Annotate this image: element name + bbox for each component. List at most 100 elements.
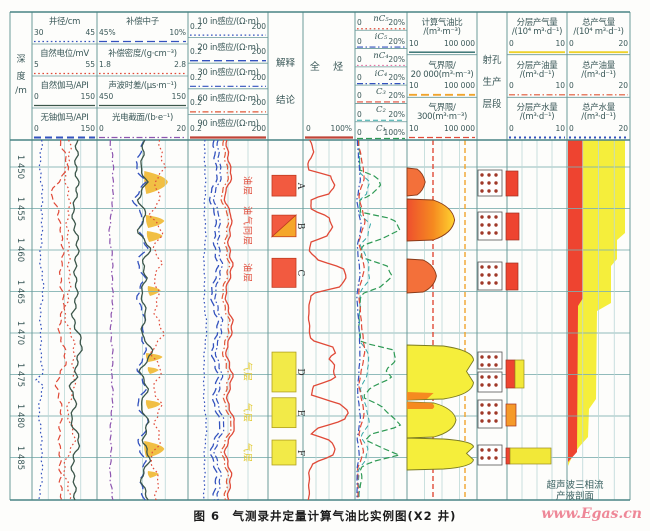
gor-header-scale-max: 100 000 [443,124,475,133]
gor-header-scale-max: 100 000 [443,38,475,48]
layer-interpretation-label: 气层 [241,442,252,463]
track1-header-title: 自然电位/mV [40,49,89,59]
perforation-dot [480,456,484,460]
figure-caption: 图 6 气测录井定量计算气油比实例图(X2 井) [193,509,457,523]
perforation-dot [494,215,498,219]
track2-header-scale-min: 450 [99,92,114,101]
perforation-dot [487,403,491,407]
gor-header-title: 计算气油比 [421,18,463,28]
gor-header-scale-min: 10 [409,81,419,91]
interp-header: 解释 [275,58,296,69]
total-prod-header-scale-min: 0 [569,38,574,48]
perforation-dot [487,281,491,285]
interp-block [271,439,297,466]
induction-header-scale-min: 0.2 [190,47,202,57]
curve-C3 [356,139,366,501]
track2-header-scale-max: 20 [176,124,186,133]
layer-letter: E [295,409,305,416]
interp-block [271,257,297,288]
curve-r90 [223,139,235,501]
track1-header-scale-max: 150 [80,92,95,101]
depth-tick: 1 465 [15,279,25,304]
interp-block [270,214,297,238]
production-bar [505,212,520,241]
induction-header-scale-min: 0.2 [190,98,202,108]
perforation-dot [480,181,484,185]
depth-tick: 1 475 [15,362,25,387]
gas-crossover-fill [144,171,168,194]
induction-header-scale-min: 0.2 [190,21,202,31]
gas-component-symbol: nC₄ [373,50,389,61]
sonic-profile-note: 超声波三相流 [546,480,604,491]
gas-component-min: 0 [357,18,362,28]
depth-tick: 1 470 [15,320,25,346]
perforation-dot [487,355,491,359]
perforation-dot [494,456,498,460]
track1-header-scale-max: 45 [85,28,95,37]
total-prod-header-scale-max: 20 [618,81,628,91]
curve-gr [68,139,83,501]
perforation-dot [494,355,498,359]
induction-header-title: 10 in感应/(Ω·m) [197,17,259,27]
watermark: www.Egas.cn [541,506,642,522]
perforation-dot [480,173,484,177]
depth-axis-label: 度 [16,72,26,82]
perforation-dot [487,383,491,387]
perforation-dot [487,363,491,367]
gas-component-symbol: C₁ [376,123,386,134]
layer-prod-header-scale-min: 0 [509,124,514,133]
interp-header: 结论 [275,95,296,106]
layer-interpretation-label: 气层 [241,361,252,383]
track1-header-scale-min: 5 [34,60,39,69]
gor-anomaly-D [406,344,474,401]
perforation-dot [494,363,498,367]
perf-header: 层段 [482,99,502,110]
depth-tick: 1 485 [15,445,25,470]
gas-component-min: 0 [357,36,362,46]
gas-component-max: 20% [388,73,405,83]
gas-component-max: 20% [388,36,405,46]
gas-crossover-fill [145,400,161,409]
curve-den [147,139,167,501]
induction-header-title: 90 in感应/(Ω·m) [197,119,259,130]
induction-header-title: 60 in感应/(Ω·m) [197,93,259,104]
gas-crossover-fill [147,471,159,478]
total-prod-header-units: /(10⁴ m³·d⁻¹) [573,27,624,37]
curve-r20 [208,139,221,501]
depth-tick: 1 480 [15,403,25,429]
perforation-dot [487,215,491,219]
perforation-dot [487,419,491,423]
gor-anomaly-C [406,258,437,294]
layer-prod-header-scale-min: 0 [509,38,514,48]
total-prod-header-units: /(m³·d⁻¹) [581,69,616,80]
gor-header-title: 气界限/ [428,60,456,71]
curve-caliper [34,139,45,501]
perforation-dot [487,173,491,177]
perforation-dot [487,456,491,460]
induction-header-title: 20 in感应/(Ω·m) [197,42,259,53]
perforation-dot [480,383,484,387]
layer-interpretation-label: 油层 [241,262,252,283]
gas-component-min: 0 [357,91,362,101]
perforation-dot [494,281,498,285]
interp-block [271,397,297,429]
perforation-dot [494,265,498,269]
gas-component-min: 0 [357,128,362,137]
gas-crossover-fill [146,231,163,242]
perforation-dot [487,448,491,452]
perforation-dot [487,375,491,379]
perforation-dot [494,181,498,185]
perforation-dot [494,448,498,452]
perforation-dot [487,223,491,227]
depth-axis-label: 深 [16,55,26,65]
layer-prod-header-scale-min: 0 [509,81,514,91]
perforation-dot [494,375,498,379]
gas-component-symbol: iC₄ [374,68,388,79]
perforation-dot [480,215,484,219]
perforation-dot [480,403,484,407]
curve-pe [108,140,115,501]
gor-header-units: 300(m³·m⁻³) [416,112,468,123]
gas-component-max: 20% [388,91,405,101]
track2-header-scale-min: 45% [99,28,116,37]
perforation-dot [487,411,491,415]
